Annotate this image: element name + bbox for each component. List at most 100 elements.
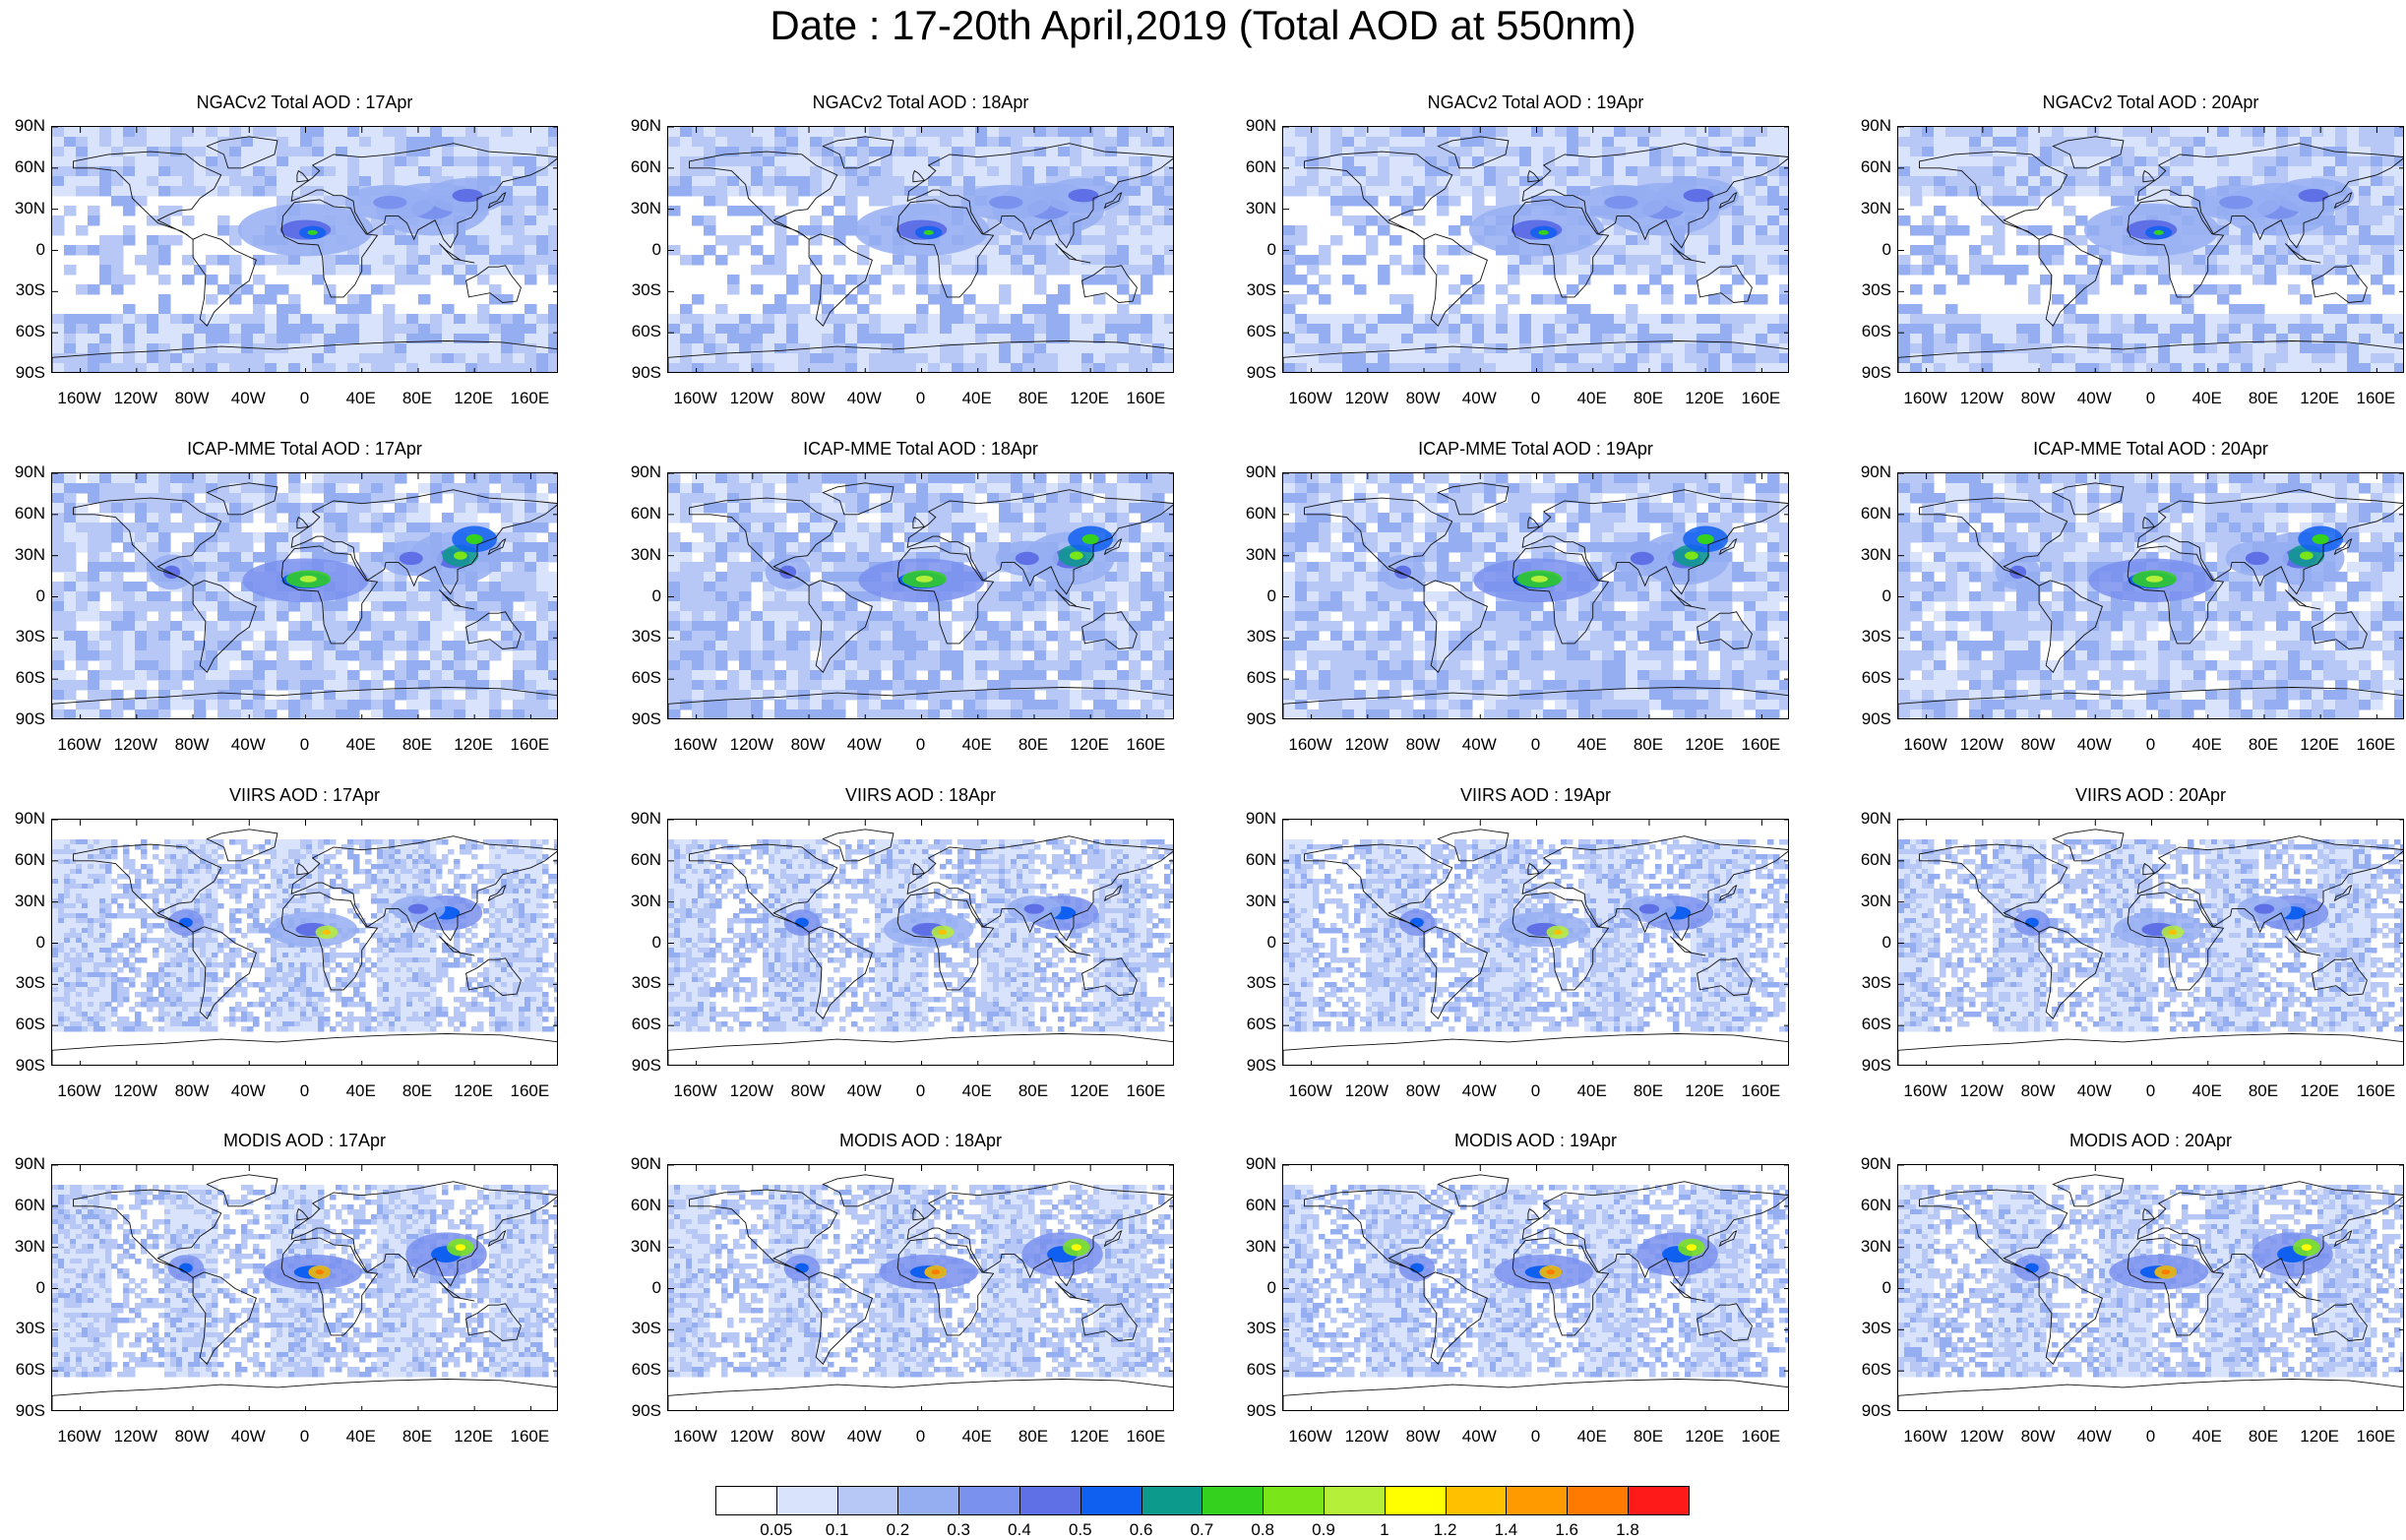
panel-title: ICAP-MME Total AOD : 17Apr: [51, 439, 558, 460]
x-tick-label: 80W: [778, 735, 837, 755]
x-tick-label: 80E: [1004, 735, 1063, 755]
y-tick-label: 60N: [6, 850, 45, 870]
y-tick-label: 90S: [622, 1401, 661, 1421]
y-tick-label: 30S: [6, 973, 45, 993]
aod-map: [1283, 127, 1789, 373]
x-tick-label: 40E: [2178, 735, 2237, 755]
y-tick-label: 90N: [6, 1154, 45, 1174]
x-tick-label: 160W: [1281, 735, 1340, 755]
aod-map: [1898, 127, 2404, 373]
x-tick-label: 160E: [1116, 735, 1175, 755]
y-tick-label: 30S: [622, 280, 661, 300]
x-tick-label: 40E: [332, 1081, 391, 1101]
y-tick-label: 0: [6, 586, 45, 606]
y-tick-label: 30S: [622, 1319, 661, 1338]
aod-map: [1283, 1165, 1789, 1411]
x-tick-label: 0: [892, 1427, 951, 1447]
y-tick-label: 90N: [1237, 116, 1276, 136]
x-tick-label: 120E: [444, 1081, 503, 1101]
x-tick-label: 160E: [2346, 389, 2405, 408]
colorbar-label: 0.05: [752, 1520, 801, 1540]
x-tick-label: 120E: [2290, 389, 2349, 408]
x-tick-label: 80W: [1393, 1427, 1452, 1447]
x-tick-label: 40W: [834, 1081, 894, 1101]
x-tick-label: 0: [892, 735, 951, 755]
y-tick-label: 60S: [1237, 668, 1276, 688]
y-tick-label: 60N: [1852, 1196, 1891, 1215]
panel-title: MODIS AOD : 17Apr: [51, 1131, 558, 1151]
y-tick-label: 90S: [6, 363, 45, 383]
y-tick-label: 60S: [1237, 1360, 1276, 1380]
x-tick-label: 80W: [778, 1427, 837, 1447]
y-tick-label: 30N: [622, 545, 661, 565]
x-tick-label: 80E: [388, 389, 447, 408]
y-tick-label: 30N: [622, 1237, 661, 1257]
panel-title: NGACv2 Total AOD : 17Apr: [51, 92, 558, 113]
x-tick-label: 160E: [2346, 1427, 2405, 1447]
y-tick-label: 60S: [622, 1360, 661, 1380]
x-tick-label: 40W: [218, 389, 278, 408]
y-tick-label: 90N: [622, 1154, 661, 1174]
x-tick-label: 0: [276, 389, 335, 408]
map-plot: [51, 1164, 558, 1411]
x-tick-label: 40E: [2178, 1081, 2237, 1101]
colorbar-label: 0.4: [995, 1520, 1044, 1540]
y-tick-label: 30N: [6, 892, 45, 911]
colorbar-swatch: [837, 1486, 899, 1515]
map-plot: [51, 819, 558, 1066]
colorbar-label: 1.4: [1481, 1520, 1530, 1540]
x-tick-label: 160E: [500, 1427, 559, 1447]
panel-title: ICAP-MME Total AOD : 18Apr: [667, 439, 1174, 460]
panel-title: MODIS AOD : 18Apr: [667, 1131, 1174, 1151]
aod-map: [52, 1165, 558, 1411]
y-tick-label: 30S: [1237, 973, 1276, 993]
panel-title: NGACv2 Total AOD : 18Apr: [667, 92, 1174, 113]
y-tick-label: 30S: [1237, 1319, 1276, 1338]
colorbar-label: 0.9: [1299, 1520, 1348, 1540]
x-tick-label: 0: [276, 1427, 335, 1447]
y-tick-label: 90N: [1237, 462, 1276, 482]
y-tick-label: 60S: [1852, 668, 1891, 688]
x-tick-label: 120E: [1060, 735, 1119, 755]
y-tick-label: 0: [1237, 586, 1276, 606]
x-tick-label: 40W: [1450, 735, 1509, 755]
y-tick-label: 0: [622, 1278, 661, 1298]
x-tick-label: 80W: [1393, 1081, 1452, 1101]
x-tick-label: 40E: [332, 735, 391, 755]
x-tick-label: 160W: [1896, 1427, 1955, 1447]
map-plot: [667, 126, 1174, 373]
colorbar-swatch: [1506, 1486, 1568, 1515]
map-plot: [1897, 126, 2404, 373]
y-tick-label: 30N: [1237, 199, 1276, 218]
x-tick-label: 0: [276, 735, 335, 755]
y-tick-label: 30N: [1237, 1237, 1276, 1257]
x-tick-label: 0: [2122, 1081, 2181, 1101]
y-tick-label: 60S: [6, 1360, 45, 1380]
y-tick-label: 90N: [622, 809, 661, 829]
x-tick-label: 80W: [2008, 1081, 2067, 1101]
y-tick-label: 90S: [622, 363, 661, 383]
x-tick-label: 80E: [1619, 735, 1678, 755]
map-plot: [667, 1164, 1174, 1411]
y-tick-label: 30N: [1237, 892, 1276, 911]
y-tick-label: 90S: [622, 1056, 661, 1076]
y-tick-label: 60S: [6, 668, 45, 688]
y-tick-label: 90N: [1852, 116, 1891, 136]
x-tick-label: 40E: [948, 389, 1007, 408]
x-tick-label: 160W: [1896, 389, 1955, 408]
x-tick-label: 80W: [2008, 389, 2067, 408]
x-tick-label: 80E: [388, 1427, 447, 1447]
map-plot: [51, 126, 558, 373]
x-tick-label: 0: [2122, 389, 2181, 408]
x-tick-label: 40W: [1450, 1081, 1509, 1101]
x-tick-label: 40E: [1563, 389, 1622, 408]
x-tick-label: 0: [892, 1081, 951, 1101]
x-tick-label: 80W: [1393, 389, 1452, 408]
y-tick-label: 60N: [1237, 850, 1276, 870]
x-tick-label: 40W: [218, 735, 278, 755]
x-tick-label: 80W: [162, 1081, 221, 1101]
x-tick-label: 120W: [722, 1427, 781, 1447]
y-tick-label: 30S: [1852, 1319, 1891, 1338]
y-tick-label: 0: [622, 586, 661, 606]
